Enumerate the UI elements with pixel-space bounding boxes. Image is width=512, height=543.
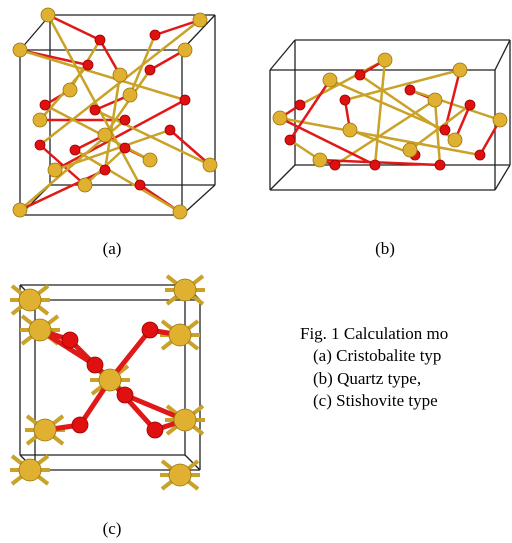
si-atom: [343, 123, 357, 137]
stishovite-structure: [10, 276, 205, 489]
o-atom: [405, 85, 415, 95]
cell-edge: [495, 40, 510, 70]
panel-label: (b): [375, 239, 395, 258]
si-atom: [178, 43, 192, 57]
o-atom: [117, 387, 133, 403]
si-atom: [13, 43, 27, 57]
si-atom: [448, 133, 462, 147]
o-atom: [87, 357, 103, 373]
bond: [20, 50, 185, 100]
si-atom: [33, 113, 47, 127]
o-atom: [355, 70, 365, 80]
cristobalite-structure: [13, 8, 217, 219]
bond: [20, 170, 105, 210]
o-atom: [440, 125, 450, 135]
o-atom: [150, 30, 160, 40]
si-atom: [203, 158, 217, 172]
si-atom: [78, 178, 92, 192]
bond: [55, 100, 185, 170]
o-atom: [120, 115, 130, 125]
si-atom: [174, 409, 196, 431]
si-atom: [48, 163, 62, 177]
bond: [375, 60, 385, 165]
o-atom: [465, 100, 475, 110]
si-atom: [19, 459, 41, 481]
si-atom: [273, 111, 287, 125]
o-atom: [285, 135, 295, 145]
o-atom: [435, 160, 445, 170]
bond: [290, 80, 330, 140]
o-atom: [70, 145, 80, 155]
si-atom: [174, 279, 196, 301]
si-atom: [493, 113, 507, 127]
si-atom: [98, 128, 112, 142]
o-atom: [120, 143, 130, 153]
si-atom: [123, 88, 137, 102]
si-atom: [169, 464, 191, 486]
o-atom: [83, 60, 93, 70]
o-atom: [62, 332, 78, 348]
cell-edge: [270, 165, 295, 190]
figure: (a) (b) (c) Fig. 1 Calculation mo (a) Cr…: [0, 0, 512, 543]
o-atom: [142, 322, 158, 338]
o-atom: [72, 417, 88, 433]
si-atom: [41, 8, 55, 22]
si-atom: [173, 205, 187, 219]
bond: [40, 20, 200, 145]
panel-label: (c): [103, 519, 122, 538]
o-atom: [135, 180, 145, 190]
si-atom: [19, 289, 41, 311]
si-atom: [34, 419, 56, 441]
o-atom: [95, 35, 105, 45]
si-atom: [113, 68, 127, 82]
caption-item: (a) Cristobalite typ: [313, 346, 441, 365]
o-atom: [100, 165, 110, 175]
quartz-structure: [270, 40, 510, 190]
o-atom: [35, 140, 45, 150]
o-atom: [40, 100, 50, 110]
o-atom: [145, 65, 155, 75]
panel-label: (a): [103, 239, 122, 258]
si-atom: [403, 143, 417, 157]
si-atom: [63, 83, 77, 97]
o-atom: [370, 160, 380, 170]
si-atom: [378, 53, 392, 67]
si-atom: [453, 63, 467, 77]
bond: [435, 100, 440, 165]
cell-edge: [270, 40, 295, 70]
si-atom: [323, 73, 337, 87]
si-atom: [313, 153, 327, 167]
caption-item: (b) Quartz type,: [313, 369, 421, 388]
si-atom: [428, 93, 442, 107]
caption-item: (c) Stishovite type: [313, 391, 438, 410]
si-atom: [13, 203, 27, 217]
cell-edge: [495, 165, 510, 190]
o-atom: [295, 100, 305, 110]
o-atom: [90, 105, 100, 115]
si-atom: [143, 153, 157, 167]
o-atom: [165, 125, 175, 135]
o-atom: [330, 160, 340, 170]
si-atom: [29, 319, 51, 341]
si-atom: [193, 13, 207, 27]
caption-title: Fig. 1 Calculation mo: [300, 324, 448, 343]
si-atom: [99, 369, 121, 391]
o-atom: [475, 150, 485, 160]
o-atom: [147, 422, 163, 438]
o-atom: [180, 95, 190, 105]
o-atom: [340, 95, 350, 105]
si-atom: [169, 324, 191, 346]
